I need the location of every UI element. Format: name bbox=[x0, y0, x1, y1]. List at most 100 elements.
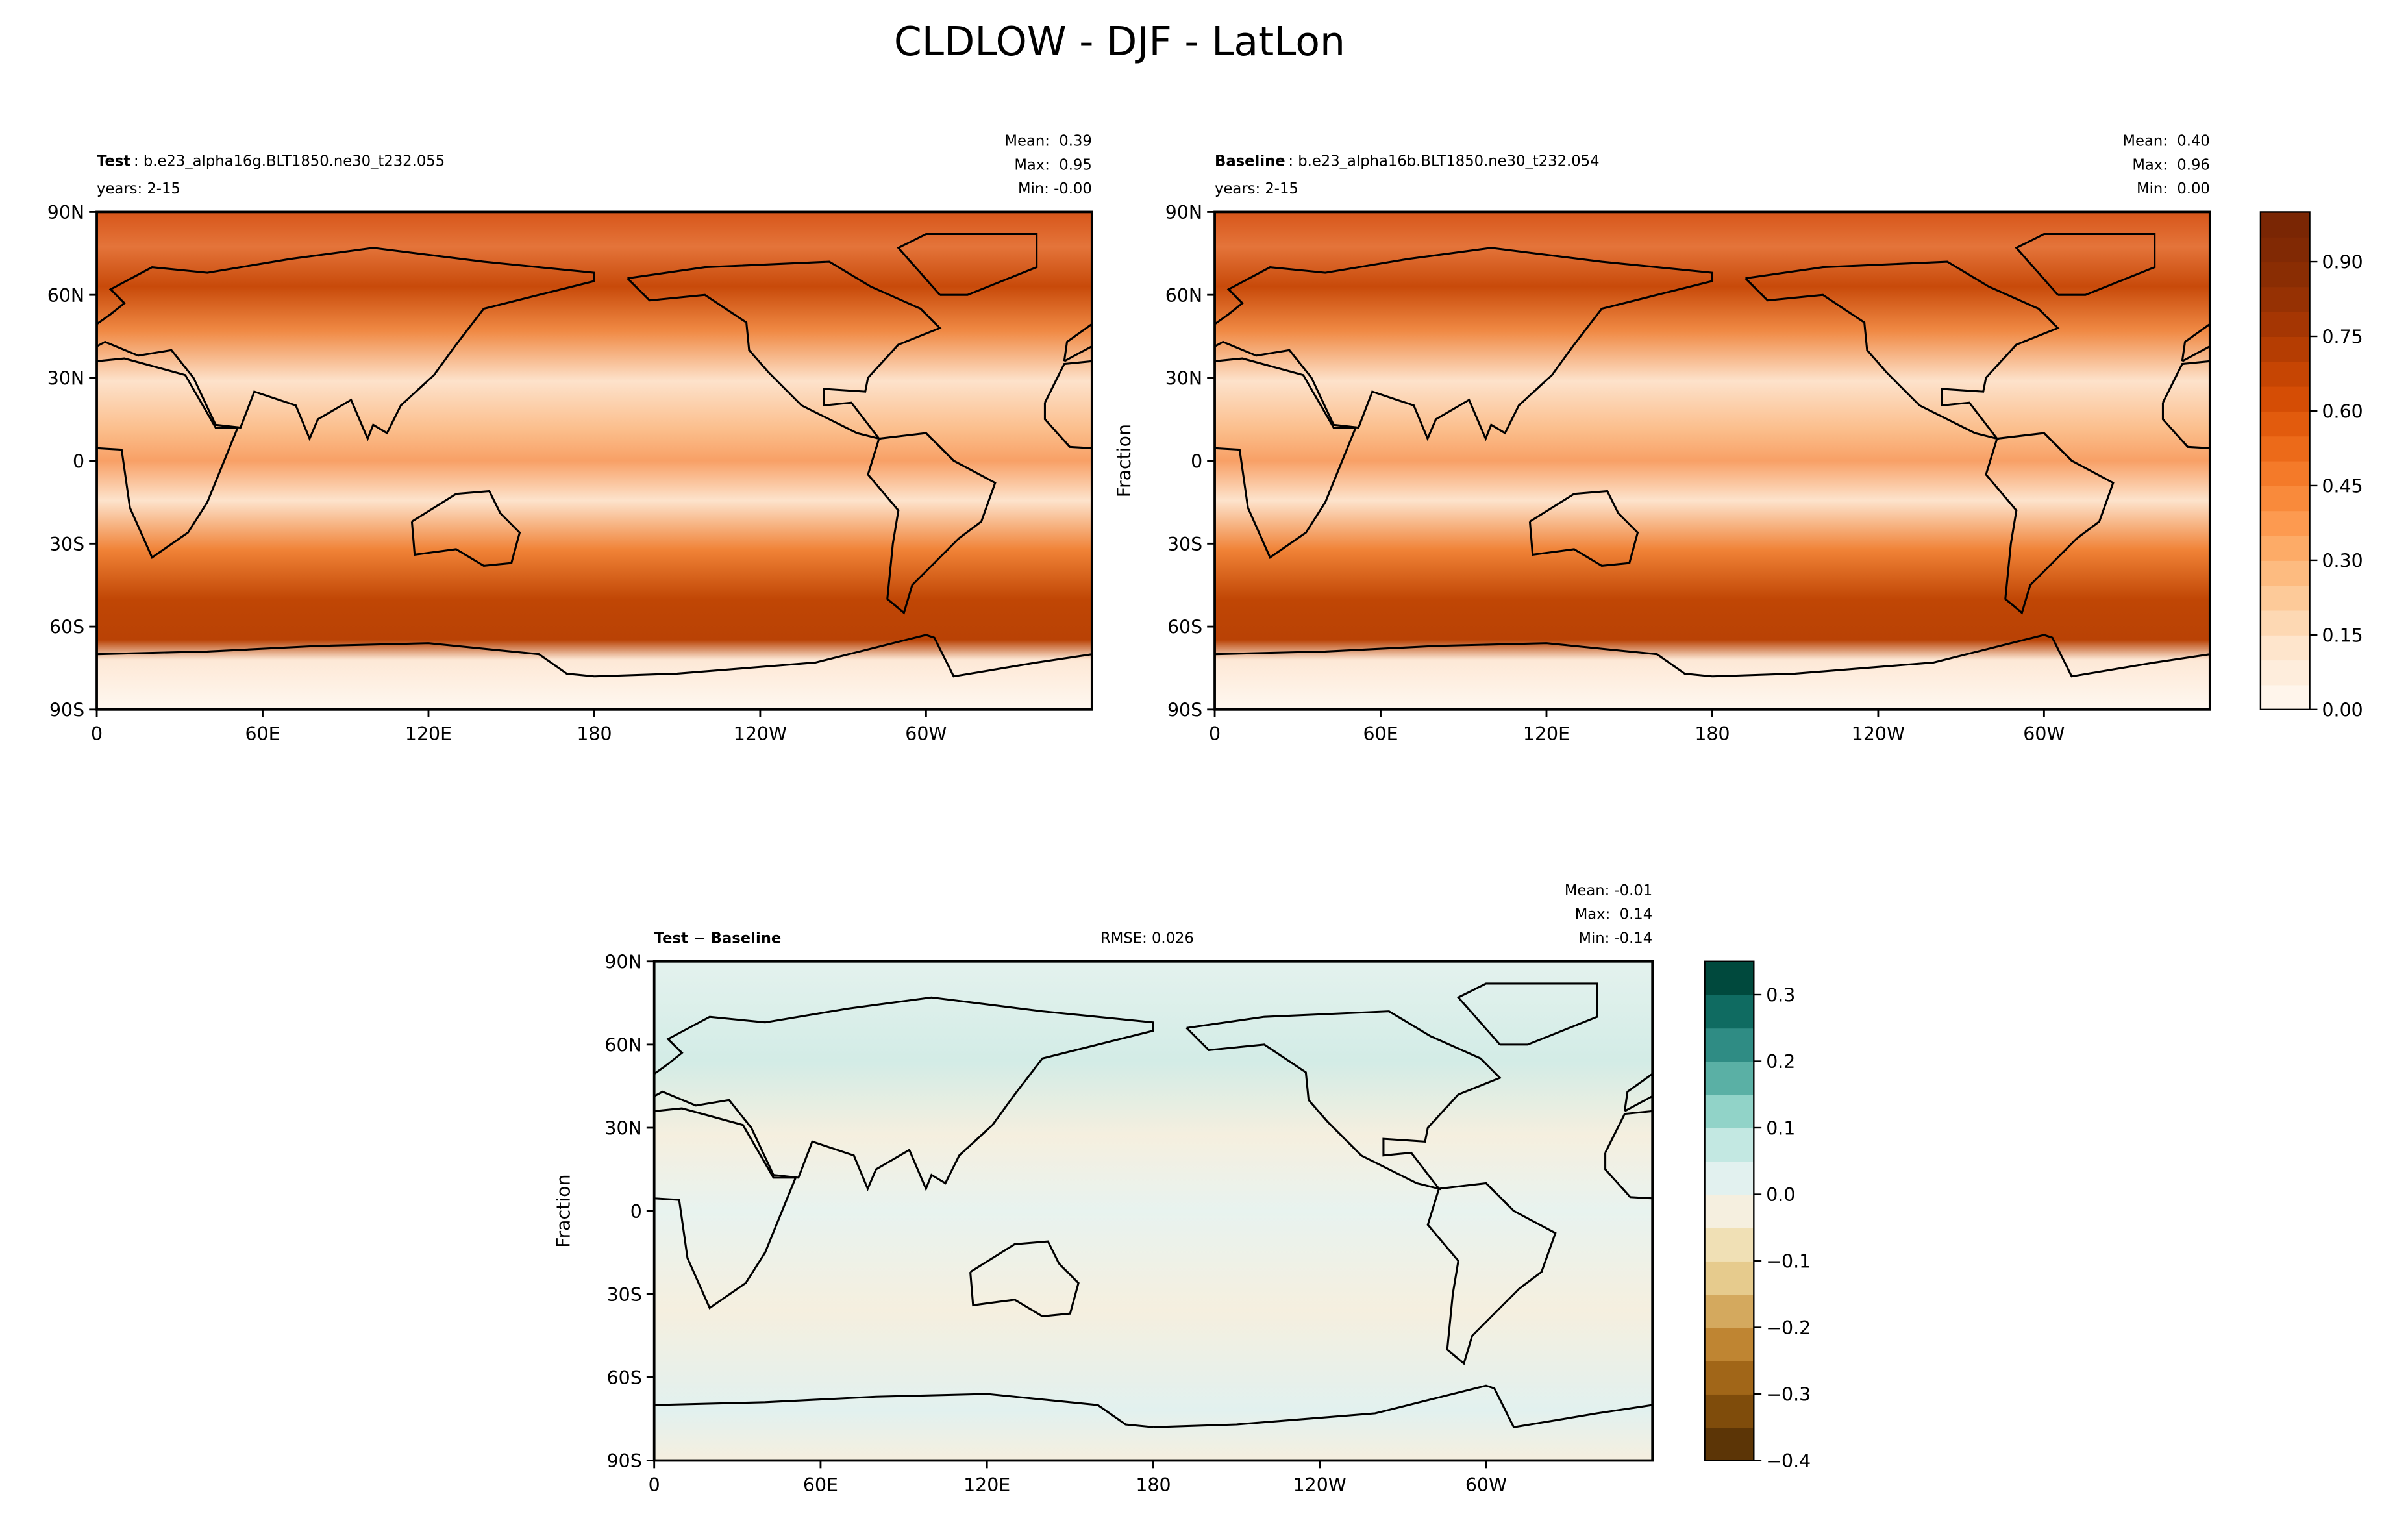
x-tick-label: 120E bbox=[1523, 723, 1570, 745]
coastline bbox=[2161, 360, 2210, 449]
x-tick-label: 180 bbox=[1136, 1474, 1171, 1496]
coastline bbox=[1604, 1110, 1653, 1200]
colorbar-tick-label: −0.1 bbox=[1766, 1251, 1811, 1273]
stat: Max: 0.95 bbox=[1014, 156, 1092, 173]
colorbar-tick-label: 0.30 bbox=[2322, 551, 2363, 572]
coastline bbox=[410, 490, 521, 567]
y-tick-label: 30S bbox=[1167, 534, 1202, 555]
colorbar-tick-label: −0.2 bbox=[1766, 1317, 1811, 1339]
coastline bbox=[969, 1240, 1080, 1317]
colorbar-band bbox=[2260, 660, 2310, 686]
stat: Min: -0.00 bbox=[1018, 180, 1092, 197]
y-axis-label: Fraction bbox=[1113, 424, 1135, 497]
coastline bbox=[1426, 1182, 1557, 1365]
y-tick-label: 30S bbox=[49, 534, 84, 555]
colorbar-band bbox=[2260, 236, 2310, 263]
colorbar-tick-label: 0.00 bbox=[2322, 699, 2363, 721]
colorbar-tick-label: 0.60 bbox=[2322, 401, 2363, 423]
stat: Min: -0.14 bbox=[1578, 930, 1652, 947]
x-tick-label: 120W bbox=[1293, 1474, 1347, 1496]
x-tick-label: 60W bbox=[1465, 1474, 1507, 1496]
colorbar-band bbox=[2260, 535, 2310, 561]
y-tick-label: 30N bbox=[604, 1118, 641, 1139]
colorbar-band bbox=[1704, 1094, 1754, 1128]
x-tick-label: 0 bbox=[649, 1474, 660, 1496]
coastline bbox=[1185, 1010, 1502, 1191]
panel-title-label: Baseline bbox=[1215, 153, 1285, 169]
x-tick-label: 60E bbox=[803, 1474, 838, 1496]
x-tick-label: 120W bbox=[734, 723, 787, 745]
coastline bbox=[97, 642, 595, 678]
coastline bbox=[627, 260, 942, 441]
coastlines bbox=[1215, 232, 2210, 678]
colorbar-band bbox=[1704, 1294, 1754, 1328]
colorbar-band bbox=[1704, 1227, 1754, 1262]
colorbar-band bbox=[2260, 386, 2310, 412]
stat: Max: 0.14 bbox=[1575, 906, 1652, 923]
x-tick-label: 120W bbox=[1852, 723, 1905, 745]
colorbar-band bbox=[2260, 585, 2310, 611]
y-tick-label: 90N bbox=[47, 202, 84, 223]
colorbar-tick-label: 0.75 bbox=[2322, 327, 2363, 348]
colorbar-band bbox=[2260, 560, 2310, 586]
colorbar-band bbox=[2260, 262, 2310, 288]
colorbar-band bbox=[2260, 286, 2310, 312]
coastlines bbox=[97, 232, 1092, 678]
x-tick-label: 60E bbox=[245, 723, 280, 745]
colorbar-band bbox=[1704, 1260, 1754, 1295]
y-tick-label: 90N bbox=[1165, 202, 1202, 223]
coastline bbox=[1712, 634, 2210, 678]
y-tick-label: 30S bbox=[607, 1284, 642, 1306]
coastline bbox=[430, 1183, 557, 1363]
colorbar-band bbox=[1704, 1127, 1754, 1162]
coastline bbox=[867, 432, 997, 615]
x-tick-label: 60E bbox=[1363, 723, 1398, 745]
colorbar-band bbox=[1704, 1394, 1754, 1428]
x-tick-label: 120E bbox=[405, 723, 452, 745]
y-tick-label: 60S bbox=[607, 1367, 642, 1389]
coastline bbox=[188, 1012, 502, 1189]
coastline bbox=[97, 247, 595, 441]
y-tick-label: 0 bbox=[73, 451, 84, 472]
colorbar-tick-label: 0.3 bbox=[1766, 985, 1795, 1006]
panel-title: Test: b.e23_alpha16g.BLT1850.ne30_t232.0… bbox=[97, 153, 445, 169]
panel-title: Baseline: b.e23_alpha16b.BLT1850.ne30_t2… bbox=[1215, 153, 1599, 169]
x-tick-label: 60W bbox=[2023, 723, 2065, 745]
colorbar-band bbox=[1704, 1161, 1754, 1195]
colorbar-band bbox=[1704, 1360, 1754, 1395]
coastline bbox=[460, 984, 599, 1045]
colorbar-band bbox=[1704, 1327, 1754, 1361]
y-tick-label: 90S bbox=[1167, 699, 1202, 721]
colorbar-band bbox=[2260, 485, 2310, 512]
y-tick-label: 60N bbox=[1165, 285, 1202, 306]
colorbar-band bbox=[1704, 1061, 1754, 1095]
colorbar-tick-label: 0.15 bbox=[2322, 625, 2363, 647]
panel-title: Test − Baseline bbox=[654, 930, 782, 947]
coastline bbox=[1985, 432, 2115, 615]
stat: Mean: 0.39 bbox=[1004, 133, 1091, 150]
colorbar-band bbox=[2260, 610, 2310, 636]
colorbar-tick-label: 0.0 bbox=[1766, 1184, 1795, 1206]
stat: Max: 0.96 bbox=[2132, 156, 2209, 173]
colorbar-frame bbox=[2259, 211, 2311, 711]
y-tick-label: 90S bbox=[607, 1450, 642, 1472]
coastline bbox=[1153, 1384, 1653, 1428]
y-tick-label: 60S bbox=[49, 617, 84, 638]
coastline bbox=[1744, 260, 2060, 441]
colorbar-tick-label: 0.2 bbox=[1766, 1051, 1795, 1073]
colorbar-band bbox=[1704, 1028, 1754, 1062]
coastline bbox=[2015, 232, 2156, 296]
coastline bbox=[1043, 360, 1092, 449]
years: years: 2-15 bbox=[97, 180, 180, 197]
y-tick-label: 0 bbox=[630, 1201, 642, 1223]
coastline bbox=[1215, 357, 1358, 559]
y-tick-label: 60S bbox=[1167, 617, 1202, 638]
case-name: : b.e23_alpha16g.BLT1850.ne30_t232.055 bbox=[134, 153, 445, 169]
years: years: 2-15 bbox=[1215, 180, 1298, 197]
coastline bbox=[97, 357, 240, 559]
y-tick-label: 60N bbox=[47, 285, 84, 306]
figure-title: CLDLOW - DJF - LatLon bbox=[894, 18, 1345, 65]
colorbar-tick-label: −0.4 bbox=[1766, 1450, 1811, 1472]
colorbar-tick-label: 0.90 bbox=[2322, 252, 2363, 273]
